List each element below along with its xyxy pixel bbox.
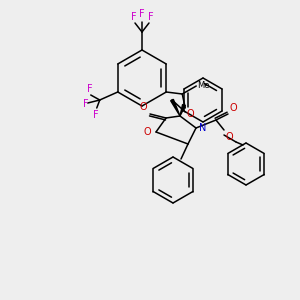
Text: Me: Me <box>197 82 210 91</box>
Polygon shape <box>180 104 185 116</box>
Text: F: F <box>87 84 93 94</box>
Text: O: O <box>225 132 232 142</box>
Text: F: F <box>148 12 154 22</box>
Text: F: F <box>139 9 145 19</box>
Text: O: O <box>186 109 194 119</box>
Text: F: F <box>83 99 88 109</box>
Text: F: F <box>131 12 137 22</box>
Text: O: O <box>143 127 151 137</box>
Text: F: F <box>93 110 99 120</box>
Polygon shape <box>171 99 180 116</box>
Text: O: O <box>140 102 147 112</box>
Text: N: N <box>199 123 206 133</box>
Text: O: O <box>230 103 238 113</box>
